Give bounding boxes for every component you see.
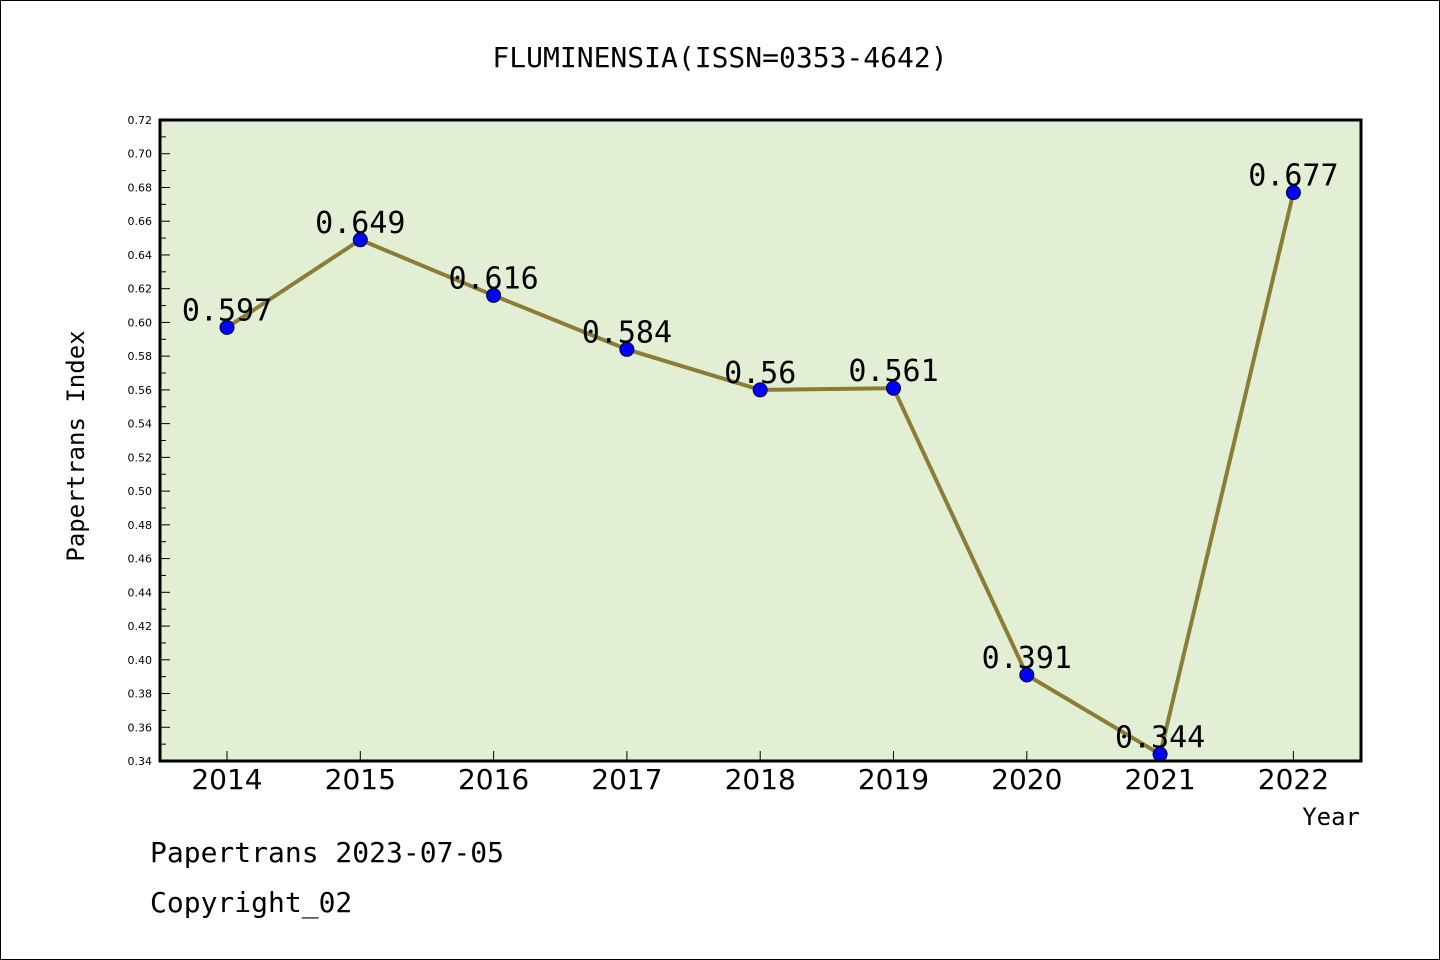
data-label: 0.561 [848, 354, 938, 389]
series-markers [219, 185, 1301, 762]
data-label: 0.584 [582, 315, 672, 350]
copyright-note: Copyright_02 [150, 886, 353, 919]
data-point [752, 382, 768, 398]
data-point [886, 380, 901, 396]
data-label: 0.344 [1115, 720, 1205, 755]
y-tick-label: 0.46 [128, 553, 153, 566]
data-point [1019, 667, 1035, 683]
data-point [486, 287, 502, 303]
y-tick-label: 0.36 [128, 721, 153, 734]
y-tick-label: 0.70 [128, 148, 153, 161]
data-label: 0.677 [1248, 159, 1338, 194]
y-tick-label: 0.66 [128, 215, 153, 228]
data-label: 0.649 [315, 206, 405, 241]
y-tick-label: 0.40 [128, 654, 153, 667]
y-tick-label: 0.48 [128, 519, 153, 532]
x-axis-ticks: 2014 2015 2016 2017 2018 2019 2020 2021 2022 [191, 751, 1329, 796]
data-label: 0.391 [982, 641, 1072, 676]
data-label: 0.56 [724, 356, 796, 391]
y-axis-ticks: 0.34 0.36 0.38 0.40 0.42 0.44 0.46 0.48 0.50 0.52… [128, 114, 170, 768]
y-tick-label: 0.44 [128, 586, 153, 599]
x-tick-label: 2017 [591, 763, 662, 796]
x-tick-label: 2015 [325, 763, 396, 796]
data-point [352, 232, 368, 248]
y-tick-label: 0.54 [128, 418, 153, 431]
y-axis-label: Papertrans Index [62, 330, 90, 561]
y-tick-label: 0.52 [128, 451, 153, 464]
y-tick-label: 0.58 [128, 350, 153, 363]
x-tick-label: 2014 [191, 763, 262, 796]
x-tick-label: 2022 [1258, 763, 1329, 796]
source-note: Papertrans 2023-07-05 [150, 836, 505, 869]
y-tick-label: 0.62 [128, 283, 153, 296]
y-tick-label: 0.68 [128, 181, 153, 194]
y-tick-label: 0.50 [128, 485, 153, 498]
data-label: 0.597 [182, 293, 272, 328]
y-tick-label: 0.72 [128, 114, 153, 127]
data-label: 0.616 [448, 261, 538, 296]
x-axis-label: Year [1302, 803, 1360, 831]
x-tick-label: 2019 [858, 763, 929, 796]
data-point [219, 319, 235, 335]
data-point [1285, 185, 1301, 201]
data-labels: 0.597 0.649 0.616 0.584 0.56 0.561 0.391 0.344 0… [182, 159, 1339, 756]
x-tick-label: 2016 [458, 763, 529, 796]
y-tick-label: 0.60 [128, 316, 153, 329]
y-tick-label: 0.34 [128, 755, 153, 768]
x-tick-label: 2020 [991, 763, 1062, 796]
plot-border [158, 118, 1363, 763]
data-point [619, 341, 635, 357]
y-tick-label: 0.56 [128, 384, 153, 397]
y-tick-label: 0.38 [128, 688, 153, 701]
plot-area [160, 120, 1361, 761]
x-tick-label: 2018 [725, 763, 796, 796]
y-tick-label: 0.42 [128, 620, 153, 633]
y-tick-label: 0.64 [128, 249, 153, 262]
chart-title: FLUMINENSIA(ISSN=0353-4642) [492, 41, 947, 74]
x-tick-label: 2021 [1124, 763, 1195, 796]
